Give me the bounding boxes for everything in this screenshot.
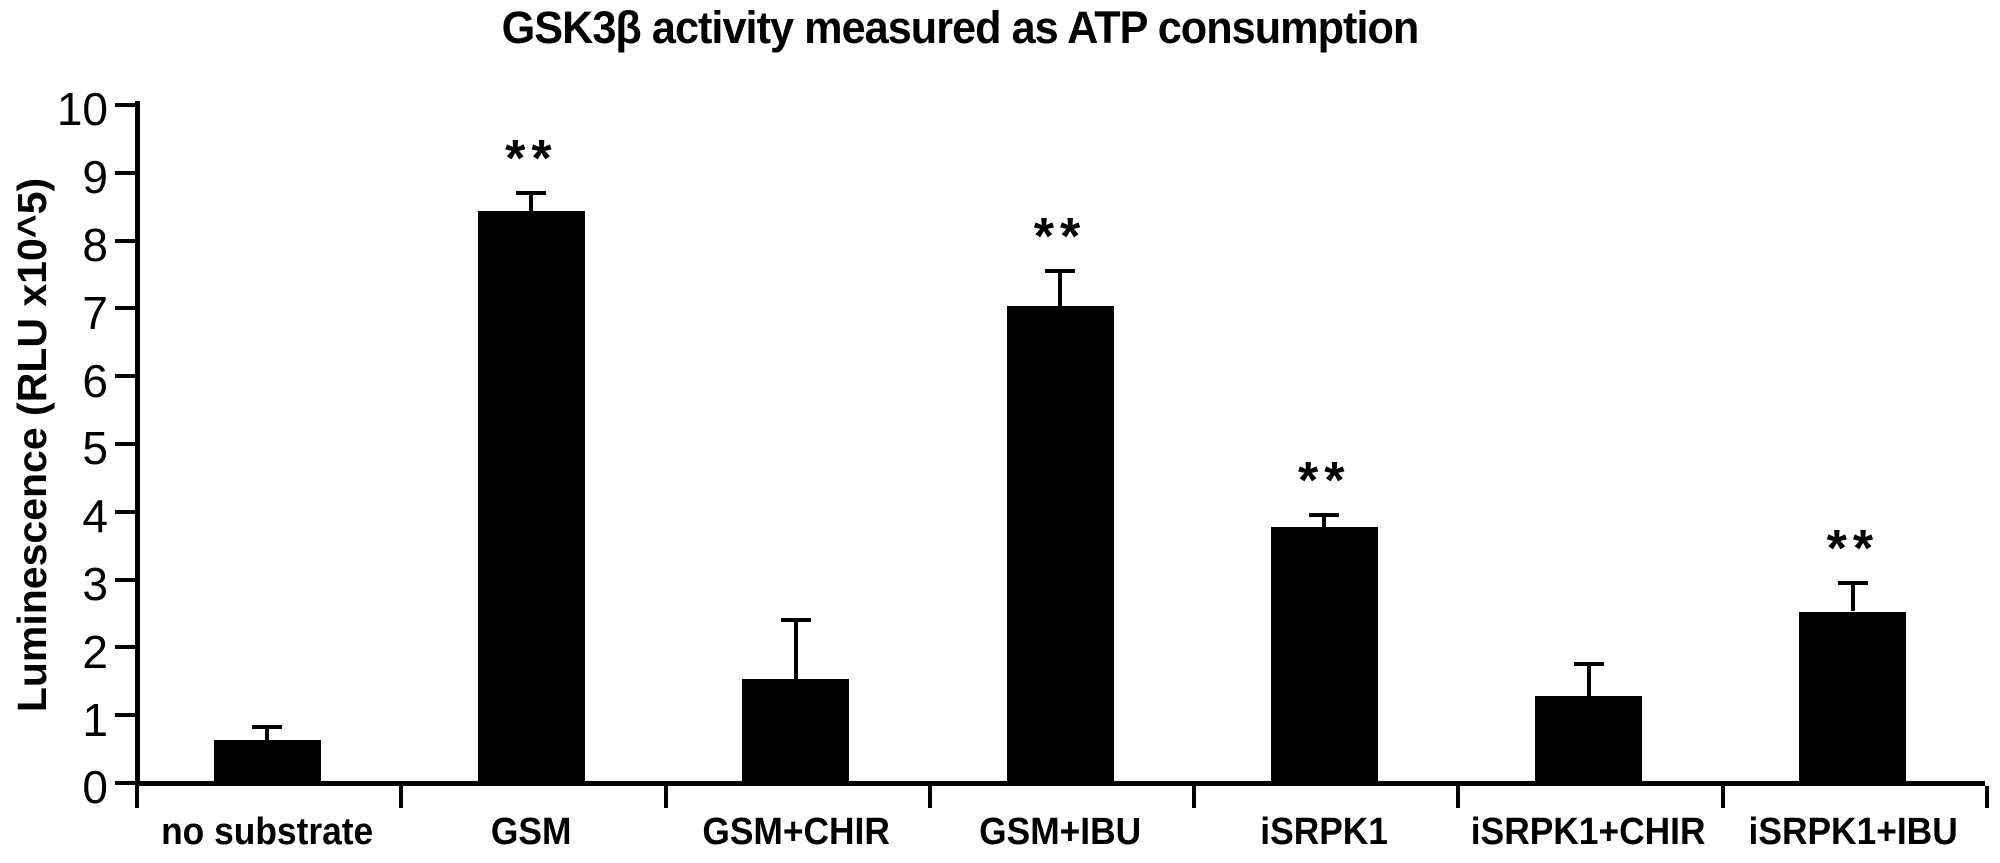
y-axis-tick — [115, 306, 135, 311]
x-axis-tick — [663, 786, 668, 808]
error-bar-stem — [1586, 662, 1591, 697]
y-axis-tick — [115, 509, 135, 514]
significance-marker: ** — [1298, 452, 1351, 511]
error-bar-stem — [1850, 580, 1855, 612]
x-category-label: GSM — [491, 811, 572, 853]
y-axis-line — [135, 101, 140, 786]
x-axis-tick — [1192, 786, 1197, 808]
y-tick-label: 9 — [82, 151, 108, 204]
y-tick-label: 2 — [82, 625, 108, 678]
x-axis-tick — [1720, 786, 1725, 808]
error-bar-stem — [1322, 513, 1327, 527]
error-bar-cap — [252, 725, 283, 730]
y-tick-label: 5 — [82, 422, 108, 475]
y-tick-label: 0 — [82, 761, 108, 814]
error-bar-cap — [780, 618, 811, 623]
significance-marker: ** — [1033, 208, 1087, 267]
x-axis-tick — [1456, 786, 1461, 808]
bar — [477, 211, 585, 781]
y-tick-label: 3 — [82, 558, 108, 611]
error-bar-cap — [516, 191, 547, 196]
x-axis-line — [135, 781, 1985, 786]
error-bar-stem — [265, 725, 270, 741]
x-category-label: iSRPK1+IBU — [1748, 811, 1958, 853]
bar — [1799, 611, 1907, 781]
error-bar-cap — [1837, 580, 1868, 585]
x-category-label: no substrate — [161, 811, 374, 853]
y-tick-label: 10 — [56, 83, 108, 136]
bar — [742, 679, 850, 781]
error-bar-stem — [793, 618, 798, 680]
chart-title: GSK3β activity measured as ATP consumpti… — [501, 2, 1420, 53]
x-category-label: iSRPK1+CHIR — [1471, 811, 1706, 853]
y-axis-tick — [115, 374, 135, 379]
y-axis-tick — [115, 713, 135, 718]
bar — [1006, 306, 1114, 781]
significance-marker: ** — [505, 130, 558, 189]
x-category-label: GSM+IBU — [978, 811, 1141, 853]
error-bar-stem — [1058, 269, 1062, 307]
x-category-label: iSRPK1 — [1260, 811, 1389, 853]
x-axis-tick — [135, 786, 139, 808]
error-bar-cap — [1045, 269, 1075, 274]
bar — [213, 740, 321, 781]
y-axis-tick — [115, 781, 135, 785]
bar — [1270, 526, 1378, 781]
y-axis-tick — [115, 442, 135, 446]
y-axis-tick — [115, 103, 135, 107]
y-tick-label: 4 — [82, 490, 108, 543]
error-bar-stem — [529, 191, 534, 212]
y-axis-tick — [115, 170, 135, 175]
y-tick-label: 8 — [82, 219, 108, 272]
x-axis-tick — [399, 786, 404, 808]
bar — [1535, 696, 1643, 781]
significance-marker: ** — [1826, 519, 1880, 578]
y-axis-tick — [115, 577, 135, 582]
y-axis-tick — [115, 645, 135, 650]
y-tick-label: 1 — [82, 693, 108, 746]
error-bar-cap — [1573, 662, 1604, 667]
y-tick-label: 6 — [82, 354, 108, 407]
x-category-label: GSM+CHIR — [701, 811, 890, 853]
y-tick-label: 7 — [82, 286, 108, 339]
y-axis-tick — [115, 238, 135, 243]
error-bar-cap — [1309, 513, 1340, 518]
x-axis-tick — [927, 786, 932, 808]
x-axis-tick — [1985, 786, 1989, 808]
